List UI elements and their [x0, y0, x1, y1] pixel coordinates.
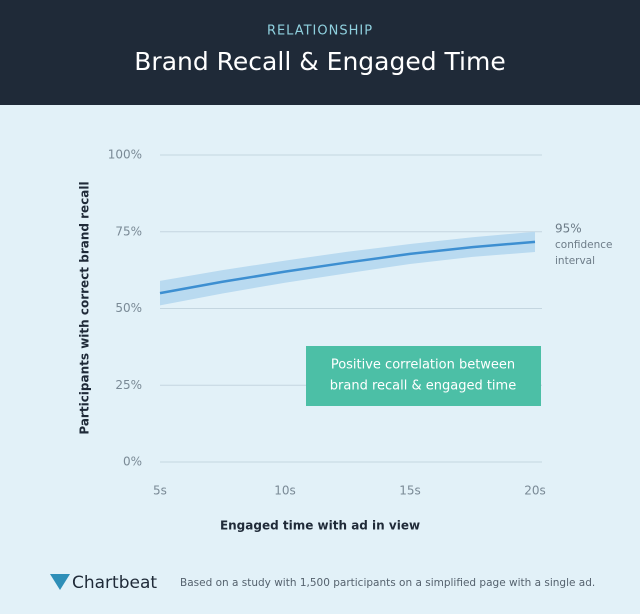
chart-title: Brand Recall & Engaged Time [134, 47, 505, 76]
callout-text: Positive correlation between [331, 358, 515, 373]
header [0, 0, 640, 105]
callout-box [306, 346, 541, 406]
band-label: confidence [555, 239, 612, 251]
y-tick-label: 75% [115, 224, 142, 238]
band-label: 95% [555, 222, 582, 236]
y-axis-label: Participants with correct brand recall [78, 181, 92, 434]
brand: Chartbeat [72, 573, 157, 593]
kicker: RELATIONSHIP [267, 24, 373, 39]
footnote: Based on a study with 1,500 participants… [180, 577, 595, 589]
x-tick-label: 15s [399, 484, 421, 498]
y-tick-label: 0% [123, 455, 142, 469]
callout-text: brand recall & engaged time [330, 379, 516, 394]
x-tick-label: 20s [524, 484, 546, 498]
x-axis-label: Engaged time with ad in view [220, 519, 420, 533]
y-tick-label: 25% [115, 378, 142, 392]
x-tick-label: 5s [153, 484, 167, 498]
line [159, 240, 536, 295]
y-tick-label: 100% [108, 148, 142, 162]
logo-mark [50, 574, 70, 590]
x-tick-label: 10s [274, 484, 296, 498]
y-tick-label: 50% [115, 301, 142, 315]
band-label: interval [555, 255, 595, 267]
